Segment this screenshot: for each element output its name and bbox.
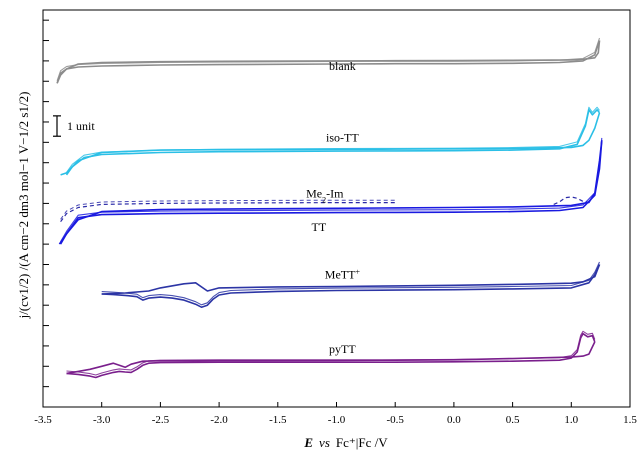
trace-iso-tt-forward-2	[66, 106, 600, 173]
trace-tt-forward-2	[60, 137, 603, 242]
trace-mett-forward-2	[101, 261, 600, 306]
trace-blank-forward-2	[56, 37, 601, 81]
x-axis-title-rest: Fc⁺|Fc /V	[336, 435, 388, 450]
y-axis-ticks	[43, 19, 49, 408]
trace-blank-reverse	[56, 40, 601, 84]
trace-mett-reverse	[101, 264, 601, 295]
trace-iso-tt-forward	[65, 109, 601, 176]
trace-label-rest: -Im	[326, 186, 344, 200]
x-tick-label: -0.5	[386, 414, 404, 426]
x-tick-label: -2.0	[210, 414, 228, 426]
trace-blank-forward	[56, 40, 601, 84]
trace-label-me2-im: Me2-Im	[306, 186, 344, 204]
x-axis-title-e: E	[303, 435, 313, 450]
trace-label-sup: +	[355, 267, 360, 276]
x-tick-label: 0.5	[506, 414, 520, 426]
x-tick-label: -3.5	[34, 414, 52, 426]
x-axis-title-vs: vs	[319, 435, 330, 450]
scale-bar-label: 1 unit	[67, 119, 95, 133]
x-axis-ticks: -3.5 -3.0 -2.5 -2.0 -1.5 -1.0 -0.5 0.0 0.5 1.0 1.5	[34, 402, 637, 426]
trace-mett-forward	[101, 264, 601, 308]
trace-pytt-reverse	[66, 341, 596, 375]
trace-label-iso-tt: iso-TT	[326, 130, 359, 144]
x-tick-label: 1.5	[623, 414, 637, 426]
trace-label-blank: blank	[329, 59, 356, 73]
trace-tt-reverse	[58, 140, 603, 245]
trace-label-tt: TT	[312, 220, 327, 234]
trace-label-sub: 2	[322, 195, 326, 204]
x-tick-label: -3.0	[93, 414, 111, 426]
trace-labels: blank iso-TT Me2-Im TT MeTT+ pyTT	[306, 59, 360, 356]
x-tick-label: 0.0	[447, 414, 461, 426]
trace-pytt-forward-2	[66, 330, 596, 376]
trace-iso-tt-reverse	[60, 112, 601, 176]
trace-me2-im-forward-2	[60, 199, 396, 220]
trace-pytt-forward	[66, 332, 596, 379]
trace-label-mett: MeTT+	[325, 267, 361, 282]
x-tick-label: -1.5	[269, 414, 287, 426]
trace-label-pytt: pyTT	[329, 342, 356, 356]
y-axis-title: j/(cv1/2) /(A cm−2 dm3 mol−1 V−1/2 s1/2)	[16, 92, 31, 320]
x-tick-label: -1.0	[328, 414, 346, 426]
x-tick-label: 1.0	[564, 414, 578, 426]
x-tick-label: -2.5	[152, 414, 170, 426]
scale-bar: 1 unit	[53, 115, 95, 137]
cv-traces	[56, 37, 603, 379]
trace-me2-im-forward	[60, 202, 396, 223]
